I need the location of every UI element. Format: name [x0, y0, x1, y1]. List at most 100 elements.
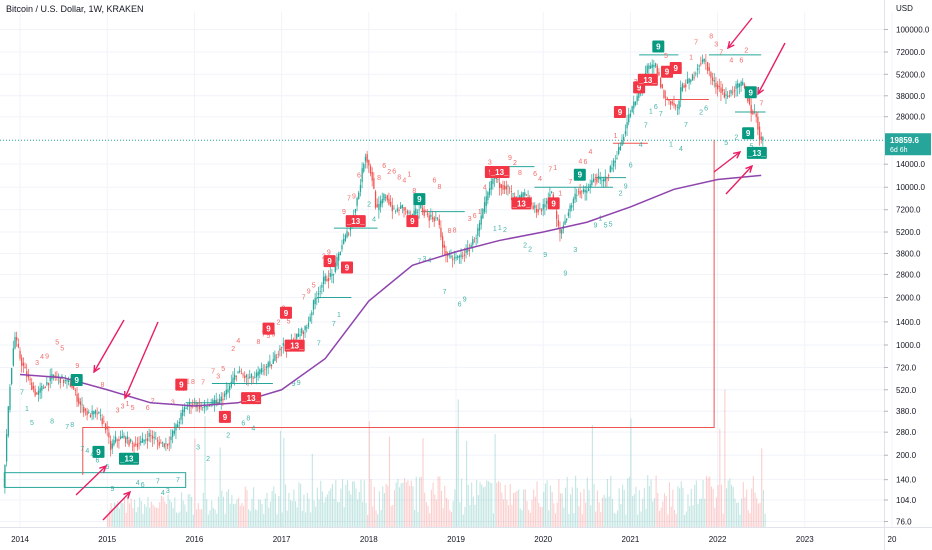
time-axis[interactable]: 2014 2015 2016 2017 2018 2019 2020 2021 2022 2023…: [11, 535, 897, 544]
candle-body: [540, 209, 543, 212]
volume-bar: [637, 514, 639, 527]
volume-bar: [645, 508, 647, 527]
candle-body: [680, 87, 682, 101]
signal-text: 9: [618, 108, 623, 117]
price-axis[interactable]: 100000.0 72000.0 52000.0 38000.0 28000.0 1400…: [884, 26, 930, 527]
sequential-count: 8: [50, 418, 54, 425]
volume-bar: [487, 481, 489, 527]
candle-body: [265, 366, 268, 369]
sequential-count: 5: [131, 405, 135, 412]
volume-bar: [680, 481, 682, 527]
candle-body: [331, 273, 333, 276]
volume-bar: [130, 498, 132, 527]
sequential-count: 6: [241, 420, 245, 427]
volume-bar: [298, 482, 300, 527]
candle-body: [254, 377, 256, 378]
volume-bar: [702, 479, 704, 527]
candle-body: [123, 435, 125, 438]
x-tick-label: 2023: [796, 535, 814, 544]
sequential-count: 4: [588, 149, 592, 156]
candle-body: [428, 215, 430, 221]
sequential-count: 7: [176, 477, 180, 484]
sequential-count: 7: [568, 179, 572, 186]
signal-box: [218, 410, 231, 423]
volume-bar: [424, 492, 426, 527]
volume-bar: [484, 486, 486, 527]
candle-body: [178, 421, 181, 424]
volume-bar: [549, 485, 552, 527]
volume-bar: [400, 483, 402, 527]
volume-bar: [486, 480, 488, 527]
candle-body: [582, 189, 585, 192]
sequential-count: 2: [387, 169, 391, 176]
volume-bar: [497, 480, 500, 527]
candle-body: [713, 80, 715, 82]
volume-bar: [316, 487, 318, 527]
volume-bar: [180, 492, 183, 527]
volume-bar: [108, 510, 110, 527]
volume-bar: [722, 513, 724, 527]
volume-bar: [749, 513, 751, 527]
sequential-count: 7: [347, 195, 351, 202]
signal-text: 9: [674, 64, 679, 73]
volume-bar: [372, 506, 374, 527]
candle-body: [371, 171, 373, 181]
volume-bar: [732, 487, 734, 527]
volume-bar: [558, 479, 560, 527]
sequential-counts: 7153498557897446859331546627433741837273…: [20, 34, 764, 498]
candle-body: [140, 441, 142, 444]
candle-body: [587, 188, 590, 192]
volume-bar: [576, 487, 578, 527]
candle-body: [37, 390, 40, 395]
volume-bar: [358, 491, 360, 527]
candle-body: [349, 227, 352, 231]
volume-bar: [573, 513, 575, 527]
volume-bar: [112, 509, 114, 527]
volume-bar: [306, 492, 308, 527]
candle-body: [472, 239, 474, 245]
arrow-head: [745, 164, 754, 173]
volume-bar: [271, 490, 273, 527]
candle-body: [21, 357, 23, 366]
sequential-count: 5: [55, 340, 59, 347]
volume-bar: [122, 503, 124, 527]
candle-body: [270, 365, 273, 367]
volume-bar: [648, 486, 650, 527]
sequential-count: 1: [478, 209, 482, 216]
volume-bar: [167, 494, 169, 527]
sequential-count: 9: [563, 271, 567, 278]
candle-body: [338, 253, 340, 261]
candle-body: [581, 191, 583, 193]
candle-body: [339, 251, 341, 255]
volume-bar: [442, 508, 444, 527]
volume-bar: [390, 506, 392, 527]
candle-body: [386, 195, 388, 201]
volume-bar: [430, 489, 432, 527]
sequential-count: 6: [458, 301, 462, 308]
volume-bar: [246, 489, 248, 527]
candle-body: [113, 440, 115, 446]
volume-bar: [729, 478, 731, 527]
candle-body: [569, 205, 571, 212]
volume-bar: [752, 476, 754, 527]
volume-bar: [717, 485, 719, 527]
signal-box: [284, 339, 305, 352]
candle-body: [76, 393, 78, 402]
candle-body: [420, 205, 422, 209]
candle-body: [12, 348, 14, 366]
volume-bar: [335, 479, 337, 527]
candle-body: [130, 439, 132, 442]
candle-body: [9, 386, 11, 410]
y-tick-label: 100000.0: [896, 26, 930, 35]
candle-body: [68, 380, 70, 383]
volume-bar: [165, 504, 167, 527]
sequential-count: 5: [664, 53, 668, 60]
candle-body: [619, 146, 622, 150]
candle-body: [79, 401, 82, 405]
sequential-count: 3: [121, 403, 125, 410]
candle-body: [244, 375, 246, 379]
candle-body: [435, 217, 437, 219]
sequential-count: 4: [538, 176, 542, 183]
candle-body: [505, 186, 508, 190]
